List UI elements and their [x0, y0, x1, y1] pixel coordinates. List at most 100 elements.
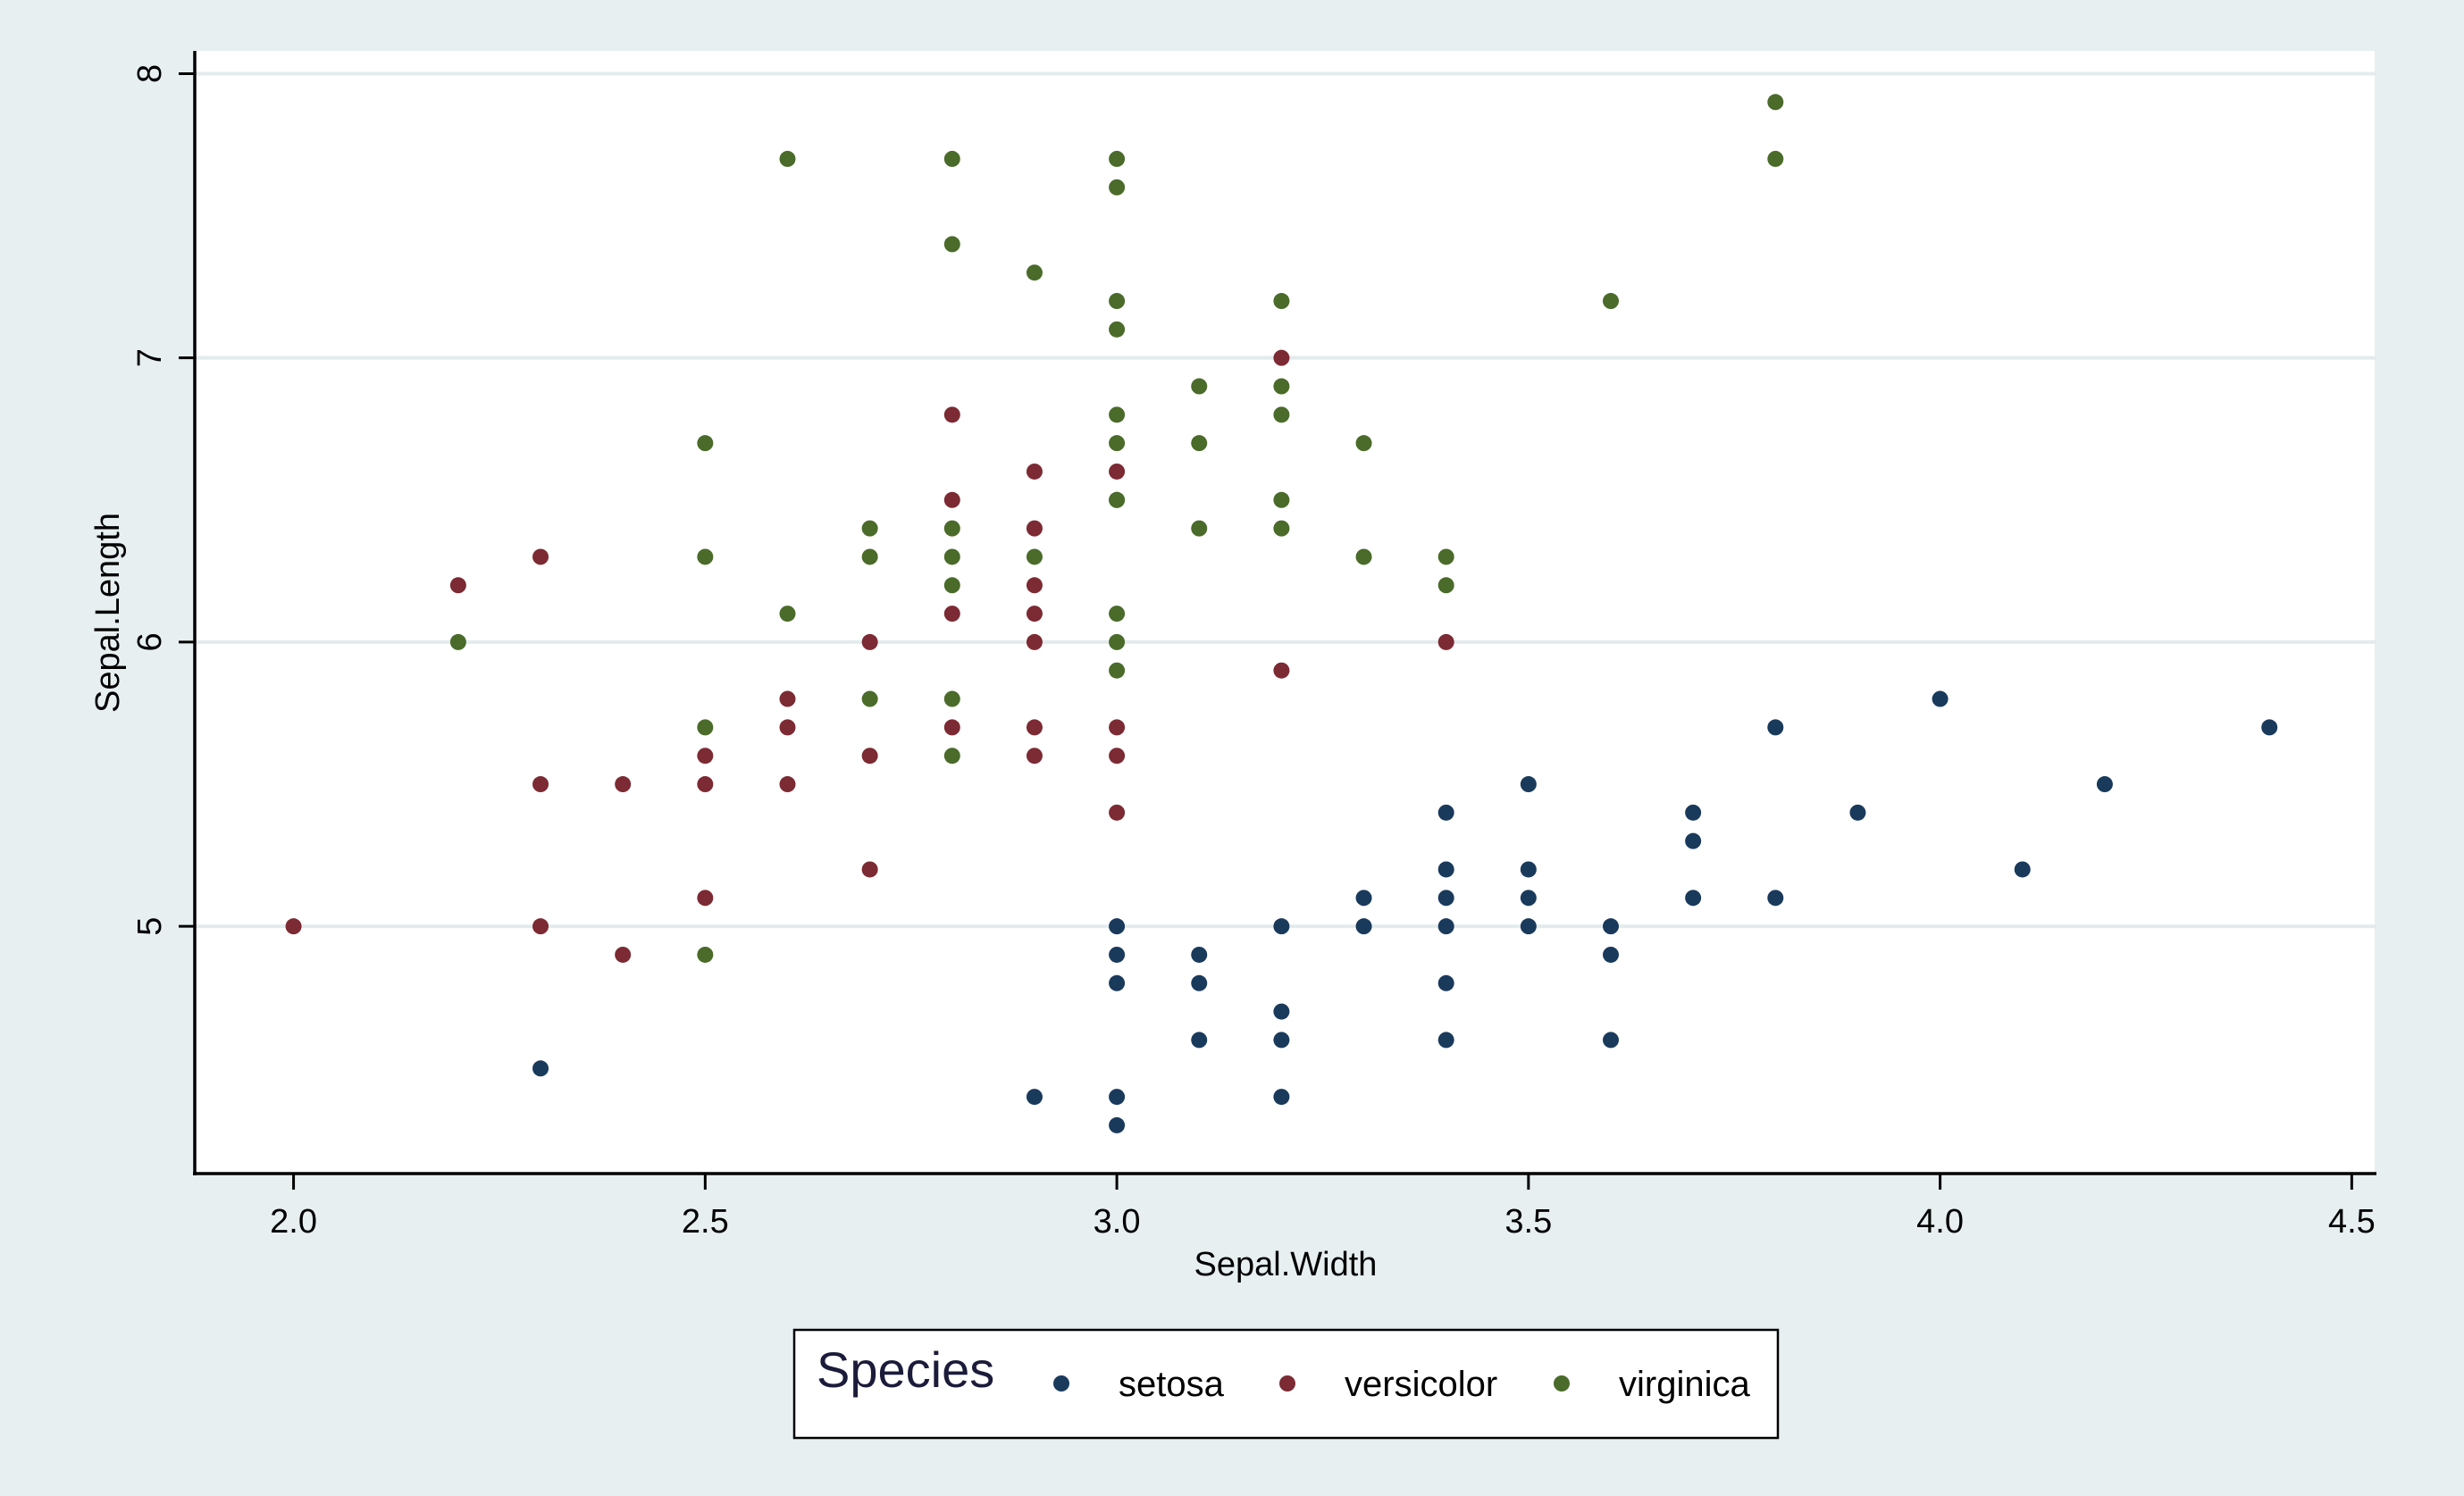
point-setosa [1520, 890, 1537, 907]
ticks: 5 6 7 8 2.0 2.5 3.0 3.5 4.0 4.5 [131, 64, 2376, 1241]
legend-label-virginica: virginica [1619, 1365, 1750, 1404]
point-versicolor [779, 719, 796, 736]
point-setosa [1602, 1032, 1619, 1049]
data-points [285, 94, 2278, 1133]
point-virginica [1109, 606, 1126, 623]
axes [193, 51, 2376, 1175]
point-setosa [1437, 890, 1454, 907]
point-virginica [1767, 150, 1784, 167]
point-setosa [2096, 776, 2113, 793]
point-setosa [1273, 1089, 1290, 1106]
point-versicolor [285, 918, 302, 935]
point-setosa [1520, 776, 1537, 793]
legend-title: Species [817, 1341, 994, 1398]
x-tick-label: 4.0 [1916, 1203, 1964, 1241]
point-virginica [697, 548, 714, 565]
point-setosa [1520, 861, 1537, 878]
legend-items: setosa versicolor virginica [1053, 1365, 1750, 1404]
point-virginica [779, 150, 796, 167]
x-tick-label: 2.0 [270, 1203, 317, 1241]
point-setosa [1437, 974, 1454, 991]
legend-marker-setosa [1053, 1375, 1069, 1392]
point-virginica [1109, 179, 1126, 196]
point-virginica [861, 548, 878, 565]
point-setosa [1437, 804, 1454, 821]
point-setosa [1273, 1032, 1290, 1049]
point-virginica [1109, 150, 1126, 167]
point-virginica [943, 150, 960, 167]
point-setosa [1355, 890, 1372, 907]
point-virginica [1767, 94, 1784, 111]
point-virginica [1026, 264, 1043, 281]
point-virginica [697, 946, 714, 963]
point-setosa [1437, 1032, 1454, 1049]
point-virginica [697, 719, 714, 736]
point-virginica [1191, 520, 1208, 537]
point-setosa [1191, 974, 1208, 991]
point-setosa [1109, 1089, 1126, 1106]
point-setosa [2261, 719, 2278, 736]
point-virginica [1026, 548, 1043, 565]
point-setosa [1767, 719, 1784, 736]
point-virginica [1273, 378, 1290, 395]
point-virginica [1109, 321, 1126, 338]
x-axis-label: Sepal.Width [1194, 1246, 1378, 1283]
point-virginica [943, 236, 960, 253]
point-versicolor [779, 690, 796, 707]
point-versicolor [615, 776, 632, 793]
point-versicolor [1109, 804, 1126, 821]
point-virginica [1109, 662, 1126, 679]
y-tick-label: 7 [131, 348, 169, 367]
point-versicolor [1273, 349, 1290, 366]
point-virginica [943, 520, 960, 537]
point-virginica [1602, 293, 1619, 310]
point-setosa [1685, 832, 1702, 849]
point-versicolor [532, 548, 549, 565]
point-setosa [1109, 1116, 1126, 1133]
point-versicolor [532, 776, 549, 793]
point-versicolor [943, 606, 960, 623]
point-setosa [1109, 974, 1126, 991]
x-tick-label: 3.5 [1504, 1203, 1552, 1241]
point-setosa [1602, 918, 1619, 935]
point-virginica [1109, 491, 1126, 508]
point-versicolor [1109, 463, 1126, 480]
point-setosa [1191, 946, 1208, 963]
legend-label-setosa: setosa [1119, 1365, 1225, 1404]
point-virginica [943, 690, 960, 707]
x-tick-label: 4.5 [2328, 1203, 2376, 1241]
point-versicolor [943, 719, 960, 736]
point-virginica [1109, 293, 1126, 310]
point-versicolor [779, 776, 796, 793]
point-setosa [1109, 918, 1126, 935]
point-setosa [1685, 804, 1702, 821]
point-virginica [861, 690, 878, 707]
point-setosa [1437, 918, 1454, 935]
point-setosa [1520, 918, 1537, 935]
point-virginica [1109, 406, 1126, 423]
x-tick-label: 3.0 [1094, 1203, 1141, 1241]
point-versicolor [861, 861, 878, 878]
point-virginica [861, 520, 878, 537]
point-versicolor [1109, 719, 1126, 736]
point-versicolor [1026, 463, 1043, 480]
point-virginica [1437, 548, 1454, 565]
point-virginica [1273, 520, 1290, 537]
point-virginica [1109, 633, 1126, 650]
point-versicolor [1437, 633, 1454, 650]
point-virginica [1191, 378, 1208, 395]
y-tick-label: 6 [131, 632, 169, 651]
point-versicolor [943, 491, 960, 508]
point-virginica [1191, 435, 1208, 452]
point-versicolor [615, 946, 632, 963]
point-versicolor [449, 577, 466, 594]
point-virginica [449, 633, 466, 650]
legend-marker-versicolor [1279, 1375, 1295, 1392]
point-setosa [532, 1060, 549, 1077]
point-versicolor [1026, 577, 1043, 594]
point-versicolor [532, 918, 549, 935]
point-virginica [1273, 406, 1290, 423]
point-versicolor [861, 748, 878, 765]
